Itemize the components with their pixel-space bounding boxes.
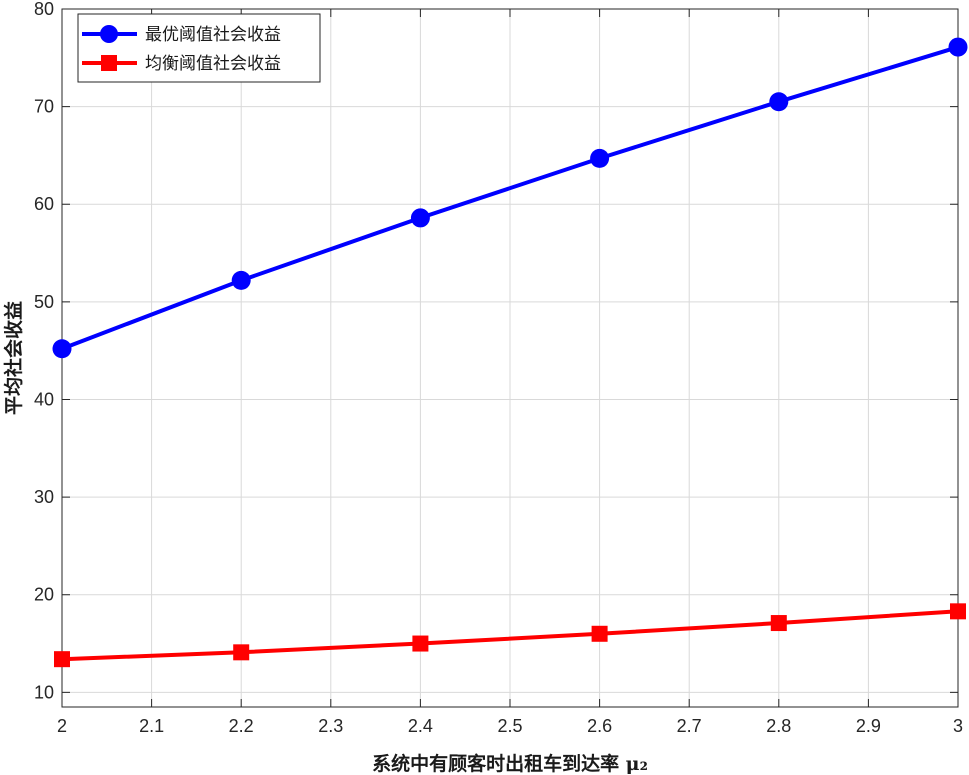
x-tick-label: 3	[953, 716, 963, 736]
data-point-series-1	[769, 92, 789, 112]
y-tick-label: 30	[34, 487, 54, 507]
x-tick-label: 2.6	[587, 716, 612, 736]
x-tick-label: 2.5	[497, 716, 522, 736]
x-tick-label: 2	[57, 716, 67, 736]
y-tick-label: 20	[34, 585, 54, 605]
y-tick-label: 80	[34, 0, 54, 19]
data-point-series-2	[54, 651, 70, 668]
legend: 最优阈值社会收益 均衡阈值社会收益	[77, 13, 321, 83]
legend-marker-series-2	[101, 55, 117, 71]
y-axis-title: 平均社会收益	[2, 301, 25, 415]
series-line-1	[61, 45, 959, 351]
data-point-series-2	[950, 603, 966, 620]
legend-marker-series-1	[100, 25, 118, 43]
x-tick-label: 2.9	[856, 716, 881, 736]
legend-label-series-1: 最优阈值社会收益	[145, 25, 281, 45]
x-axis-ticks: 2 2.1 2.2 2.3 2.4 2.5 2.6 2.7 2.8 2.9 3	[57, 9, 963, 736]
y-tick-label: 40	[34, 389, 54, 409]
y-tick-label: 50	[34, 292, 54, 312]
legend-label-series-2: 均衡阈值社会收益	[145, 54, 281, 74]
x-tick-label: 2.8	[766, 716, 791, 736]
data-point-series-1	[231, 270, 251, 290]
x-tick-label: 2.3	[318, 716, 343, 736]
data-point-series-1	[590, 148, 610, 168]
data-point-series-2	[233, 644, 250, 661]
series-group	[52, 37, 968, 668]
data-point-series-1	[410, 208, 430, 228]
data-point-series-1	[948, 37, 968, 57]
x-axis-title: 系统中有顾客时出租车到达率 μ₂	[372, 752, 648, 775]
y-axis-ticks: 10 20 30 40 50 60 70 80	[34, 0, 958, 702]
data-point-series-2	[770, 615, 787, 632]
data-point-series-2	[591, 625, 608, 642]
data-point-series-1	[52, 339, 72, 359]
y-tick-label: 60	[34, 194, 54, 214]
x-tick-label: 2.4	[408, 716, 433, 736]
x-tick-label: 2.1	[139, 716, 164, 736]
y-tick-label: 70	[34, 97, 54, 117]
legend-box	[77, 13, 321, 83]
x-tick-label: 2.2	[229, 716, 254, 736]
y-tick-label: 10	[34, 682, 54, 702]
data-point-series-2	[412, 635, 429, 652]
series-line-2	[61, 609, 959, 662]
x-tick-label: 2.7	[677, 716, 702, 736]
